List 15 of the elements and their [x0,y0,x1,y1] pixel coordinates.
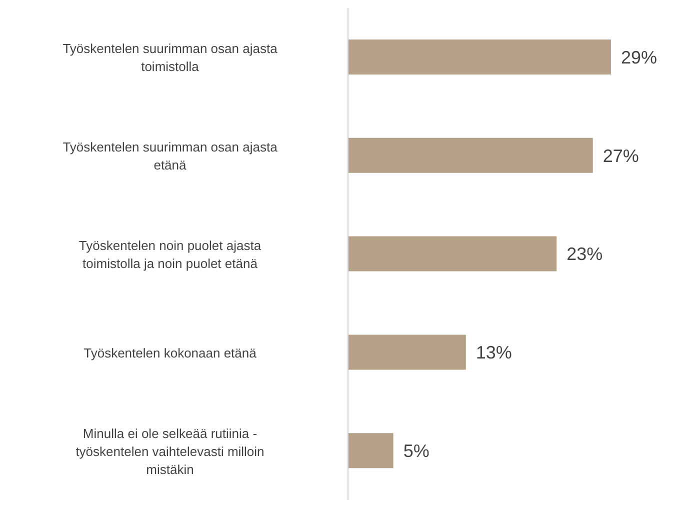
bar [348,433,394,468]
bar [348,39,611,74]
y-tick-label: Työskentelen suurimman osan ajasta etänä [62,139,278,172]
data-label: 27% [602,146,639,166]
y-tick-label: Työskentelen noin puolet ajasta toimistolla ja noin puolet etänä [78,238,262,270]
bar [348,138,593,173]
data-label: 23% [566,244,603,264]
y-tick-label: Minulla ei ole selkeää rutiinia - työskentelen vaihtelevasti milloin mistäkin [76,425,264,476]
data-label: 29% [621,47,658,68]
data-label: 5% [403,440,430,461]
y-tick-label: Työskentelen kokonaan etänä [84,344,258,360]
bar [348,334,466,370]
bar [348,236,557,272]
y-tick-label: Työskentelen suurimman osan ajasta toimistolla [62,40,278,74]
data-label: 13% [476,342,512,363]
